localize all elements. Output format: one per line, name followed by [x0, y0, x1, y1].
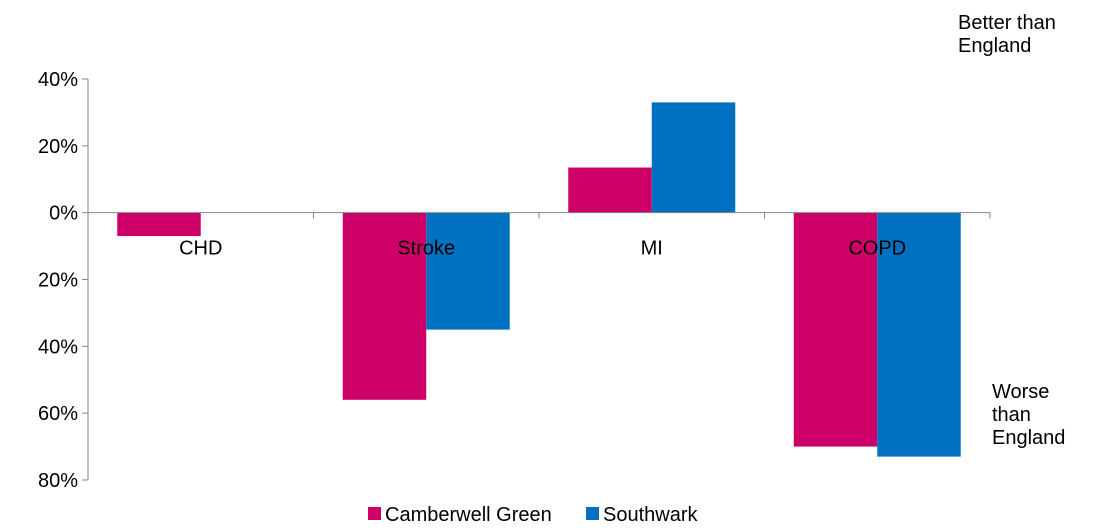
y-tick-label: 20%: [38, 270, 78, 292]
bar-camberwell-green-copd: [793, 212, 878, 447]
y-tick-label: 60%: [38, 403, 78, 425]
bar-camberwell-green-stroke: [342, 212, 427, 400]
bar-southwark-mi: [651, 102, 736, 213]
bar-camberwell-green-chd: [117, 212, 201, 237]
x-category-label: CHD: [179, 238, 222, 260]
legend: Camberwell Green Southwark: [368, 504, 698, 526]
y-tick-label: 40%: [38, 336, 78, 358]
y-tick-label: 80%: [38, 470, 78, 492]
legend-swatch-southwark: [586, 507, 599, 520]
better-than-england-annotation: Better than England: [958, 12, 1056, 57]
legend-label: Southwark: [603, 504, 698, 526]
y-tick-label: 0%: [49, 203, 78, 225]
x-category-label: Stroke: [397, 238, 455, 260]
x-category-label: COPD: [848, 238, 906, 260]
x-axis: CHD Stroke MI COPD: [87, 212, 991, 260]
x-category-label: MI: [641, 238, 663, 260]
y-tick-label: 40%: [38, 69, 78, 91]
y-axis: 40% 20% 0% 20% 40% 60% 80%: [38, 69, 89, 492]
worse-than-england-annotation: Worse than England: [992, 381, 1066, 449]
legend-swatch-camberwell-green: [368, 507, 381, 520]
y-tick-label: 20%: [38, 136, 78, 158]
bars: [117, 102, 961, 457]
bar-southwark-stroke: [426, 212, 510, 330]
bar-camberwell-green-mi: [568, 167, 652, 213]
bar-southwark-copd: [877, 212, 961, 457]
legend-label: Camberwell Green: [385, 504, 552, 526]
